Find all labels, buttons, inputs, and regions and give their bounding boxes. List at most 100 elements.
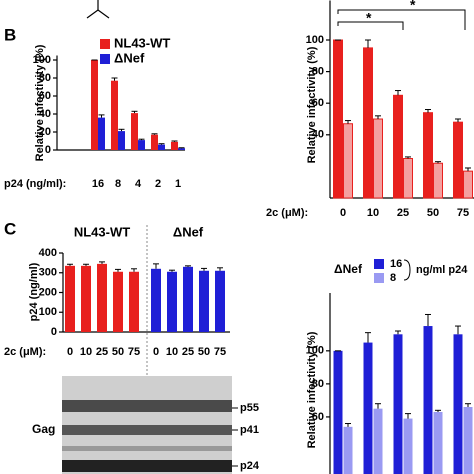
x-tick-label: 25 <box>397 207 409 219</box>
x-tick-label: 25 <box>96 346 108 358</box>
legend-brace <box>403 259 411 281</box>
bar <box>433 411 443 474</box>
y-tick-label: 80 <box>39 72 51 84</box>
x-axis-label: 2c (μM): <box>266 207 308 219</box>
bar <box>98 117 105 150</box>
bar <box>171 141 178 150</box>
legend-swatch <box>100 54 110 64</box>
y-tick-label: 20 <box>39 126 51 138</box>
x-tick-label: 4 <box>135 178 142 190</box>
bar <box>183 266 193 332</box>
y-tick-label: 80 <box>312 66 324 78</box>
significance-bracket <box>337 9 466 30</box>
legend-swatch <box>374 273 384 283</box>
bar <box>373 118 383 199</box>
y-tick-label: 80 <box>312 378 324 390</box>
y-tick-label: 0 <box>45 144 51 156</box>
x-tick-label: 25 <box>182 346 194 358</box>
bar <box>403 158 413 199</box>
bar <box>333 350 343 474</box>
bar <box>81 265 91 332</box>
bar <box>215 270 225 332</box>
x-axis-label: 2c (μM): <box>4 346 46 358</box>
y-tick-label: 400 <box>39 247 57 259</box>
bar <box>131 113 138 150</box>
y-tick-label: 60 <box>312 411 324 423</box>
legend-label: NL43-WT <box>114 35 170 50</box>
bar <box>138 140 145 150</box>
bar <box>118 131 125 150</box>
y-tick-label: 60 <box>312 97 324 109</box>
legend-swatch <box>374 259 384 269</box>
x-tick-label: 1 <box>175 178 181 190</box>
x-tick-label: 50 <box>427 207 439 219</box>
y-tick-label: 40 <box>312 129 324 141</box>
x-tick-label: 10 <box>367 207 379 219</box>
legend-label: 8 <box>390 272 396 284</box>
x-tick-label: 10 <box>166 346 178 358</box>
bar <box>453 121 463 199</box>
x-tick-label: 50 <box>198 346 210 358</box>
bar <box>463 407 473 474</box>
bar <box>158 144 165 150</box>
gel-row-label: Gag <box>32 422 55 436</box>
x-tick-label: 75 <box>214 346 226 358</box>
legend-label: ΔNef <box>114 50 145 65</box>
y-tick-label: 200 <box>39 286 57 298</box>
panel-label: C <box>4 219 16 238</box>
bar <box>393 94 403 199</box>
bar <box>151 134 158 150</box>
bar <box>453 334 463 474</box>
bar <box>97 263 107 332</box>
gel-image <box>62 376 238 474</box>
x-tick-label: 10 <box>80 346 92 358</box>
x-tick-label: 0 <box>153 346 159 358</box>
bar <box>151 268 161 332</box>
bar <box>433 162 443 199</box>
x-tick-label: 0 <box>340 207 346 219</box>
x-tick-label: 50 <box>112 346 124 358</box>
bar <box>178 148 185 150</box>
bar <box>199 270 209 332</box>
bar <box>129 271 139 332</box>
annotation: * <box>366 10 372 26</box>
bar <box>423 112 433 199</box>
legend-swatch <box>100 39 110 49</box>
bar <box>111 80 118 150</box>
x-tick-label: 2 <box>155 178 161 190</box>
x-tick-label: 75 <box>128 346 140 358</box>
bar <box>463 170 473 199</box>
y-tick-label: 100 <box>39 306 57 318</box>
bar <box>363 342 373 474</box>
band-label: p24 <box>240 460 260 472</box>
legend-unit: ng/ml p24 <box>416 264 468 276</box>
band-label: p41 <box>240 424 259 436</box>
y-tick-label: 100 <box>33 54 51 66</box>
group-label: ΔNef <box>173 224 204 239</box>
group-label: NL43-WT <box>74 224 130 239</box>
bar <box>363 47 373 199</box>
y-axis-label: Relative infectivity (%) <box>306 46 318 163</box>
bar <box>343 426 353 474</box>
bar <box>343 123 353 199</box>
y-tick-label: 0 <box>51 326 57 338</box>
x-axis-label: p24 (ng/ml): <box>4 178 66 190</box>
x-tick-label: 0 <box>67 346 73 358</box>
y-axis-label: p24 (ng/ml) <box>28 262 40 321</box>
bar <box>91 60 98 150</box>
significance-bracket <box>337 21 404 30</box>
panel-label: B <box>4 25 16 44</box>
band-label: p55 <box>240 402 259 414</box>
x-tick-label: 75 <box>457 207 469 219</box>
bar <box>333 39 343 199</box>
x-tick-label: 8 <box>115 178 121 190</box>
y-tick-label: 300 <box>39 267 57 279</box>
bar <box>167 271 177 332</box>
bar <box>423 326 433 474</box>
bar <box>393 334 403 474</box>
y-tick-label: 40 <box>39 108 51 120</box>
y-axis-label: Relative infectivity (%) <box>34 44 46 161</box>
legend-label: 16 <box>390 258 402 270</box>
y-axis-label: Relative infectivity (%) <box>306 331 318 448</box>
